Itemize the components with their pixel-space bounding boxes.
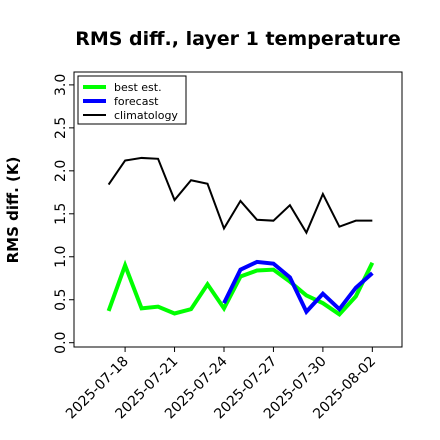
legend-label-forecast: forecast (114, 95, 159, 108)
y-tick-label: 0.5 (53, 289, 69, 311)
y-tick-label: 3.0 (53, 74, 69, 96)
x-axis: 2025-07-182025-07-212025-07-242025-07-27… (63, 347, 379, 422)
series-line-climatology (107, 156, 373, 235)
legend-label-climatology: climatology (114, 109, 178, 122)
legend-label-best-est: best est. (114, 81, 162, 94)
chart-title: RMS diff., layer 1 temperature (75, 28, 401, 50)
series-line-best-est (106, 259, 375, 317)
legend: best est. forecast climatology (77, 75, 187, 125)
y-axis-label: RMS diff. (K) (4, 157, 22, 264)
series-layer (106, 156, 375, 317)
y-axis: 0.0 0.5 1.0 1.5 2.0 2.5 3.0 (53, 74, 74, 354)
y-tick-label: 1.0 (53, 246, 69, 268)
series-line-forecast (222, 259, 374, 316)
y-tick-label: 2.0 (53, 160, 69, 182)
y-tick-label: 1.5 (53, 203, 69, 225)
y-tick-label: 0.0 (53, 332, 69, 354)
y-tick-label: 2.5 (53, 117, 69, 139)
